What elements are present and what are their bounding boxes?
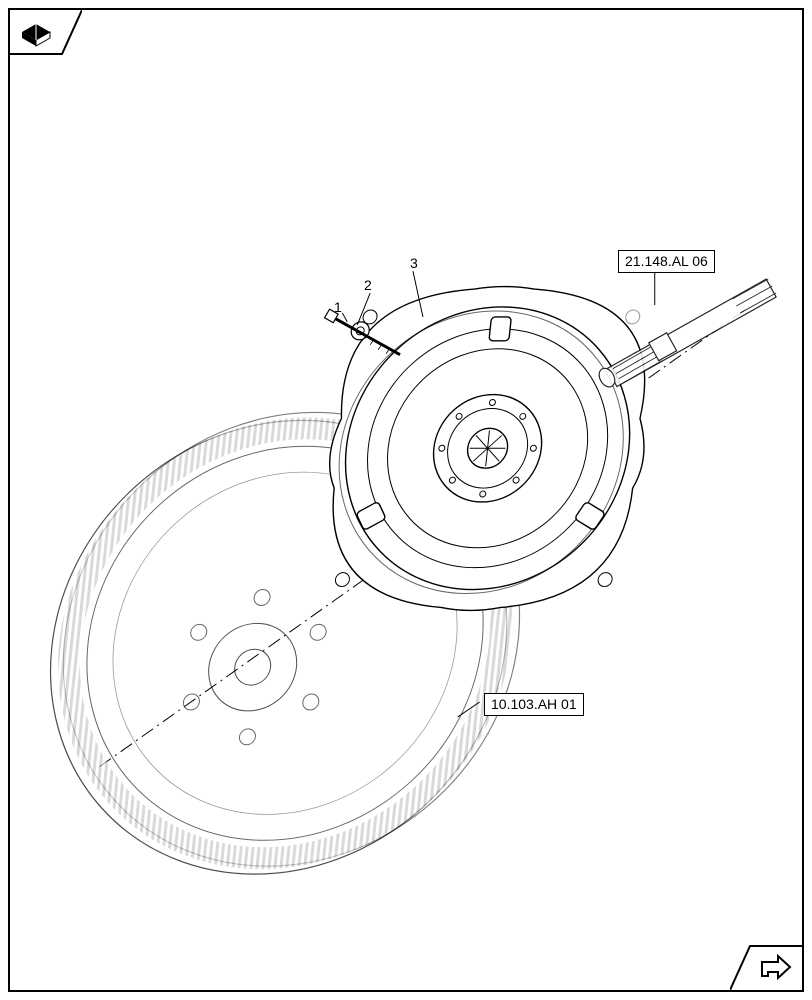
callout-3: 3: [410, 256, 418, 270]
diagram-frame: 1 2 3 10.103.AH 01 21.148.AL 06: [8, 8, 804, 992]
ref-shaft-label: 21.148.AL 06: [618, 250, 715, 273]
callout-2: 2: [364, 278, 372, 292]
page: 1 2 3 10.103.AH 01 21.148.AL 06: [0, 0, 812, 1000]
callout-1: 1: [334, 300, 342, 314]
exploded-view-diagram: [10, 10, 802, 990]
ref-flywheel-label: 10.103.AH 01: [484, 693, 584, 716]
